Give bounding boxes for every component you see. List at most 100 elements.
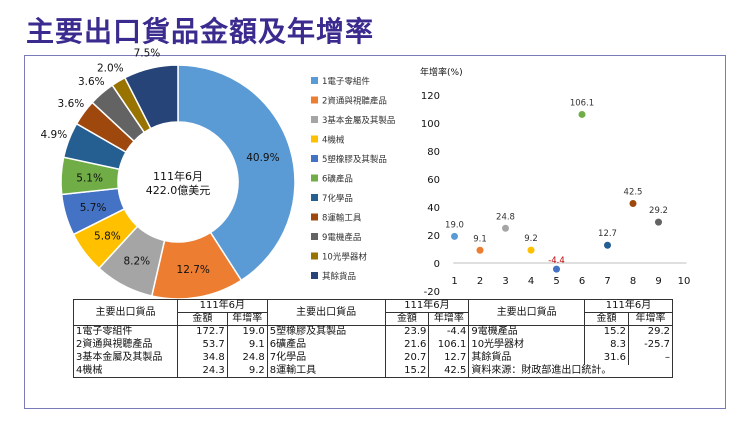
scatter-point [578, 110, 586, 118]
cell-item: 7化學品 [266, 351, 386, 365]
y-tick-label: 20 [427, 231, 440, 242]
table-row: 3基本金屬及其製品 34.8 24.8 7化學品 20.7 12.7 其餘貨品 31.6– [73, 351, 674, 365]
pie-value-label: 4.9% [41, 129, 68, 141]
page-title: 主要出口貨品金額及年增率 [26, 15, 375, 48]
cell-item: 10光學器材 [468, 338, 586, 352]
x-tick-label: 6 [579, 276, 585, 287]
scatter-point-label: -4.4 [548, 256, 565, 266]
legend-label: 6礦產品 [322, 174, 353, 185]
cell-item: 2資通與視聽產品 [73, 338, 178, 352]
scatter-point-label: 42.5 [624, 188, 643, 198]
legend-label: 1電子零組件 [322, 76, 370, 87]
scatter-point-label: 106.1 [570, 98, 594, 108]
col-header-growth: 年增率 [428, 312, 470, 326]
cell-growth: 9.2 [226, 364, 268, 378]
col-header-amount: 金額 [176, 312, 228, 326]
col-header-amount: 金額 [384, 312, 430, 326]
cell-amount: 21.6 [384, 338, 430, 352]
legend-swatch [311, 272, 318, 279]
y-tick-label: 100 [421, 119, 440, 130]
pie-value-label: 2.0% [97, 63, 124, 75]
x-tick-label: 8 [630, 276, 636, 287]
legend-swatch [311, 233, 318, 240]
cell-growth: -4.4 [428, 325, 470, 339]
cell-growth: 42.5 [428, 364, 470, 378]
y-tick-label: 120 [421, 91, 440, 102]
scatter-point [451, 232, 458, 240]
col-header-period: 111年6月 [176, 299, 268, 313]
pie-value-label: 5.7% [80, 202, 107, 214]
cell-growth: 106.1 [428, 338, 470, 352]
cell-growth: – [627, 351, 674, 365]
y-axis-label: 年增率(%) [420, 66, 463, 78]
legend-swatch [311, 213, 318, 221]
legend-swatch [311, 116, 318, 123]
cell-amount: 53.7 [176, 338, 228, 352]
cell-item: 1電子零組件 [73, 325, 178, 339]
x-tick-label: 4 [528, 276, 534, 287]
y-tick-label: -20 [424, 287, 440, 298]
scatter-point [502, 224, 509, 232]
y-tick-label: 60 [427, 175, 440, 186]
pie-center-total: 422.0億美元 [146, 184, 211, 197]
cell-growth: 19.0 [226, 325, 268, 339]
export-table: 主要出口貨品 111年6月 主要出口貨品 111年6月 主要出口貨品 111年6… [73, 299, 674, 378]
col-header-item: 主要出口貨品 [266, 299, 386, 326]
legend-label: 4機械 [322, 135, 345, 146]
legend-label: 其餘貨品 [322, 271, 356, 282]
pie-value-label: 7.5% [134, 48, 161, 60]
x-tick-label: 2 [477, 276, 483, 287]
col-header-period: 111年6月 [384, 299, 470, 313]
x-tick-label: 7 [604, 276, 610, 287]
cell-item: 其餘貨品 [468, 351, 586, 365]
pie-value-label: 5.8% [94, 230, 121, 242]
legend-label: 3基本金屬及其製品 [322, 115, 395, 126]
legend-label: 5塑橡膠及其製品 [322, 154, 387, 165]
cell-growth: 24.8 [226, 351, 268, 365]
x-tick-label: 1 [451, 276, 457, 287]
cell-item: 8運輸工具 [266, 364, 386, 378]
cell-growth: 29.2 [627, 325, 674, 339]
x-tick-label: 10 [678, 276, 691, 287]
legend-swatch [311, 252, 318, 260]
scatter-point-label: 19.0 [445, 220, 464, 230]
legend-swatch [311, 135, 318, 143]
source-note: 資料來源：財政部進出口統計。 [468, 364, 673, 378]
pie-center-period: 111年6月 [153, 169, 203, 183]
scatter-point-label: 9.2 [524, 234, 538, 244]
x-tick-label: 5 [553, 276, 559, 287]
col-header-item: 主要出口貨品 [73, 299, 178, 326]
table-row: 4機械 24.3 9.2 8運輸工具 15.2 42.5 資料來源：財政部進出口統計。 [73, 364, 673, 378]
cell-growth: 12.7 [428, 351, 470, 365]
legend-swatch [311, 174, 318, 182]
cell-amount: 24.3 [176, 364, 228, 378]
scatter-point [655, 218, 662, 226]
scatter-point [604, 241, 611, 249]
pie-slice [123, 64, 179, 130]
export-table-wrap: 主要出口貨品 111年6月 主要出口貨品 111年6月 主要出口貨品 111年6… [73, 299, 674, 378]
cell-item: 6礦產品 [266, 338, 386, 352]
y-tick-label: 0 [434, 259, 440, 270]
legend-swatch [311, 194, 318, 201]
cell-amount: 20.7 [384, 351, 430, 365]
scatter-point-label: 9.1 [473, 234, 487, 244]
table-row: 1電子零組件 172.7 19.0 5塑橡膠及其製品 23.9 -4.4 9電機產品 15.2… [73, 325, 674, 339]
legend-label: 9電機產品 [322, 232, 361, 243]
legend-swatch [311, 96, 318, 104]
cell-amount: 15.2 [384, 364, 430, 378]
scatter-point-label: 24.8 [496, 212, 515, 222]
scatter-point [527, 246, 535, 254]
pie-slice [177, 64, 296, 282]
pie-value-label: 5.1% [76, 172, 103, 184]
col-header-period: 111年6月 [584, 299, 673, 313]
cell-amount: 172.7 [176, 325, 228, 339]
cell-item: 9電機產品 [468, 325, 586, 339]
legend-label: 8運輸工具 [322, 213, 362, 224]
cell-amount: 8.3 [584, 338, 629, 352]
cell-amount: 15.2 [584, 325, 629, 339]
pie-value-label: 12.7% [177, 264, 210, 276]
col-header-item: 主要出口貨品 [468, 299, 586, 326]
scatter-point [629, 200, 637, 207]
scatter-point [476, 246, 484, 254]
cell-amount: 31.6 [584, 351, 629, 365]
